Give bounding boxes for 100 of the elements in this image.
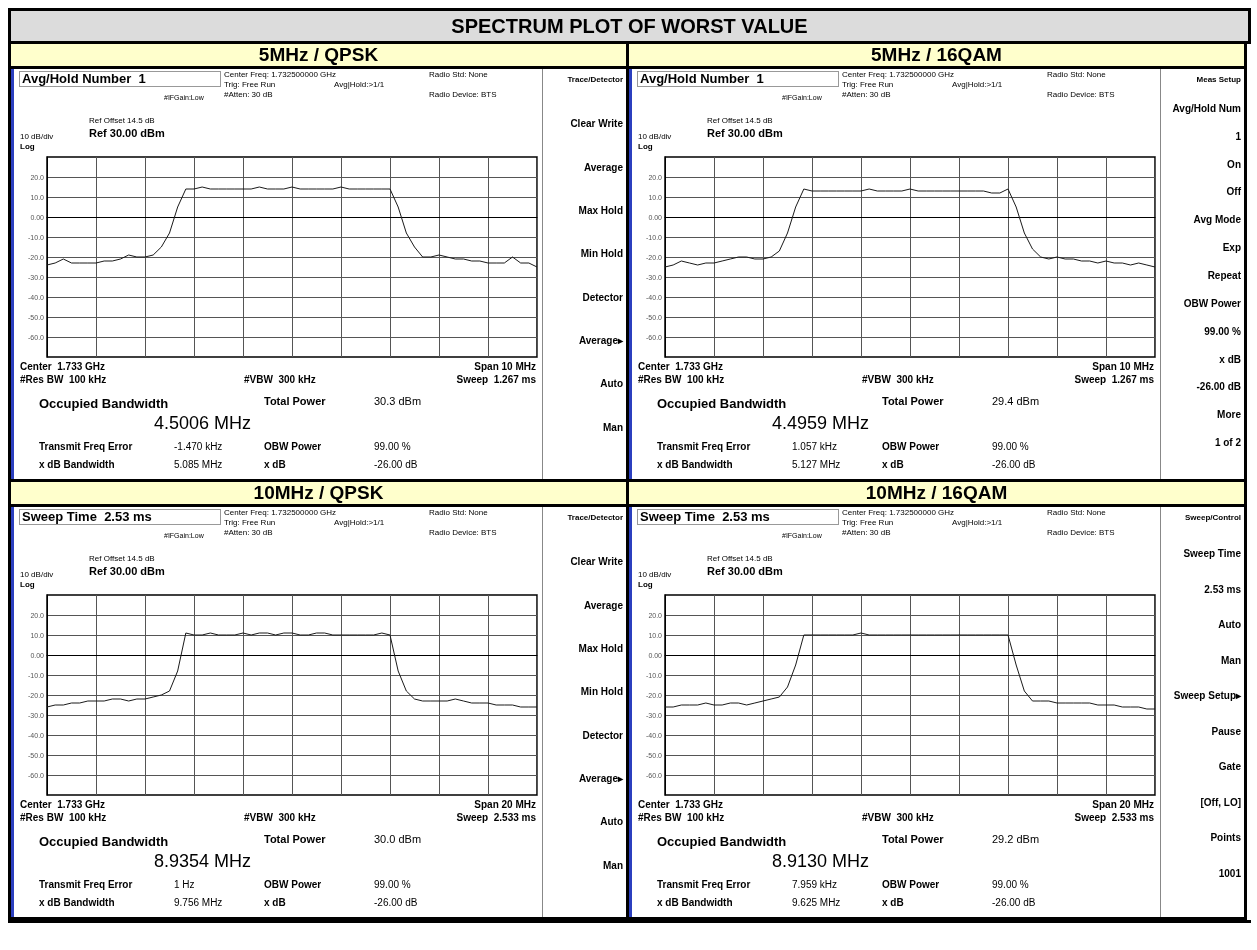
text: OBW Power <box>264 879 322 890</box>
text: 9.756 MHz <box>174 897 223 908</box>
text: Avg Mode <box>1193 214 1241 226</box>
text: 7.959 kHz <box>792 879 838 890</box>
text: Span 20 MHz <box>1092 799 1154 810</box>
text: On <box>1227 158 1241 170</box>
text: Transmit Freq Error <box>657 441 751 452</box>
text: Sweep Time <box>1183 548 1241 560</box>
text: Sweep 1.267 ms <box>456 374 536 385</box>
text: Center Freq: 1.732500000 GHz <box>842 70 955 80</box>
text: Total Power <box>264 833 326 846</box>
text: Trig: Free Run <box>842 518 894 528</box>
text: Ref 30.00 dBm <box>707 127 783 140</box>
text: 99.00 % <box>992 879 1029 890</box>
text: Total Power <box>882 395 944 408</box>
text: Center 1.733 GHz <box>20 799 106 810</box>
text: Log <box>20 580 35 590</box>
text: 10 dB/div <box>20 570 54 580</box>
text: #Atten: 30 dB <box>842 528 891 538</box>
text: Gate <box>1218 761 1241 773</box>
text: -26.00 dB <box>374 459 418 470</box>
text: Log <box>638 142 653 152</box>
text: Center Freq: 1.732500000 GHz <box>842 508 955 518</box>
text: SPECTRUM PLOT OF WORST VALUE <box>11 11 1251 44</box>
text: -1.470 kHz <box>174 441 223 452</box>
text: Ref 30.00 dBm <box>89 127 165 140</box>
text: Points <box>1210 832 1241 844</box>
text: Radio Device: BTS <box>1047 90 1115 100</box>
text: Avg/Hold Number 1 <box>22 71 146 87</box>
text: 9.625 MHz <box>792 897 841 908</box>
text: OBW Power <box>882 441 940 452</box>
text: #Atten: 30 dB <box>224 90 273 100</box>
text: Radio Device: BTS <box>1047 528 1115 538</box>
text: x dB Bandwidth <box>657 459 733 470</box>
text: Span 10 MHz <box>474 361 536 372</box>
text: 4.5006 MHz <box>154 413 252 434</box>
text: Ref Offset 14.5 dB <box>707 116 773 126</box>
text: x dB <box>882 459 904 470</box>
text: 5.085 MHz <box>174 459 223 470</box>
text: 8.9130 MHz <box>772 851 870 872</box>
text: Trace/Detector <box>567 513 623 522</box>
text: Sweep Time 2.53 ms <box>640 509 770 525</box>
text: Avg|Hold:>1/1 <box>952 80 1003 90</box>
text: 1 <box>1235 130 1241 142</box>
text: #VBW 300 kHz <box>244 374 316 385</box>
text: Sweep 2.533 ms <box>456 812 536 823</box>
text: Man <box>603 421 623 433</box>
chart-title: 10MHz / QPSK <box>11 482 626 507</box>
text: #Res BW 100 kHz <box>20 374 107 385</box>
text: 4.4959 MHz <box>772 413 870 434</box>
text: Radio Std: None <box>1047 508 1106 518</box>
text: Ref Offset 14.5 dB <box>89 554 155 564</box>
text: #VBW 300 kHz <box>244 812 316 823</box>
text: #Res BW 100 kHz <box>638 812 725 823</box>
text: Min Hold <box>580 686 623 698</box>
text: Avg|Hold:>1/1 <box>952 518 1003 528</box>
text: Ref Offset 14.5 dB <box>89 116 155 126</box>
text: Clear Write <box>570 556 623 568</box>
text: Trig: Free Run <box>224 80 276 90</box>
text: Average <box>583 161 623 173</box>
text: -26.00 dB <box>992 897 1036 908</box>
text: x dB Bandwidth <box>39 459 115 470</box>
text: Log <box>20 142 35 152</box>
text: 99.00 % <box>992 441 1029 452</box>
text: 29.2 dBm <box>992 833 1040 846</box>
text: 1001 <box>1218 867 1241 879</box>
text: Occupied Bandwidth <box>39 834 169 850</box>
text: 99.00 % <box>374 879 411 890</box>
text: Center Freq: 1.732500000 GHz <box>224 70 337 80</box>
text: Clear Write <box>570 118 623 130</box>
text: Average▸ <box>578 335 623 346</box>
text: -26.00 dB <box>992 459 1036 470</box>
text: 29.4 dBm <box>992 395 1040 408</box>
text: Meas Setup <box>1196 75 1241 84</box>
text: Exp <box>1222 242 1241 254</box>
text: OBW Power <box>264 441 322 452</box>
text: Log <box>638 580 653 590</box>
text: 8.9354 MHz <box>154 851 252 872</box>
text: 1 Hz <box>174 879 195 890</box>
text: 30.0 dBm <box>374 833 422 846</box>
text: Average▸ <box>578 773 623 784</box>
text: Ref Offset 14.5 dB <box>707 554 773 564</box>
chart-title: 10MHz / 16QAM <box>629 482 1244 507</box>
text: Trig: Free Run <box>842 80 894 90</box>
text: Center 1.733 GHz <box>638 799 724 810</box>
text: Pause <box>1211 725 1241 737</box>
text: x dB <box>264 897 286 908</box>
text: #VBW 300 kHz <box>862 374 934 385</box>
text: -26.00 dB <box>1196 381 1241 393</box>
text: x dB Bandwidth <box>39 897 115 908</box>
text: Sweep Time 2.53 ms <box>22 509 152 525</box>
text: Ref 30.00 dBm <box>89 565 165 578</box>
text: Transmit Freq Error <box>39 441 133 452</box>
text: Total Power <box>882 833 944 846</box>
text: #Res BW 100 kHz <box>638 374 725 385</box>
text: Man <box>603 859 623 871</box>
text: x dB <box>264 459 286 470</box>
text: Avg|Hold:>1/1 <box>334 80 385 90</box>
text: Transmit Freq Error <box>657 879 751 890</box>
text: 30.3 dBm <box>374 395 422 408</box>
